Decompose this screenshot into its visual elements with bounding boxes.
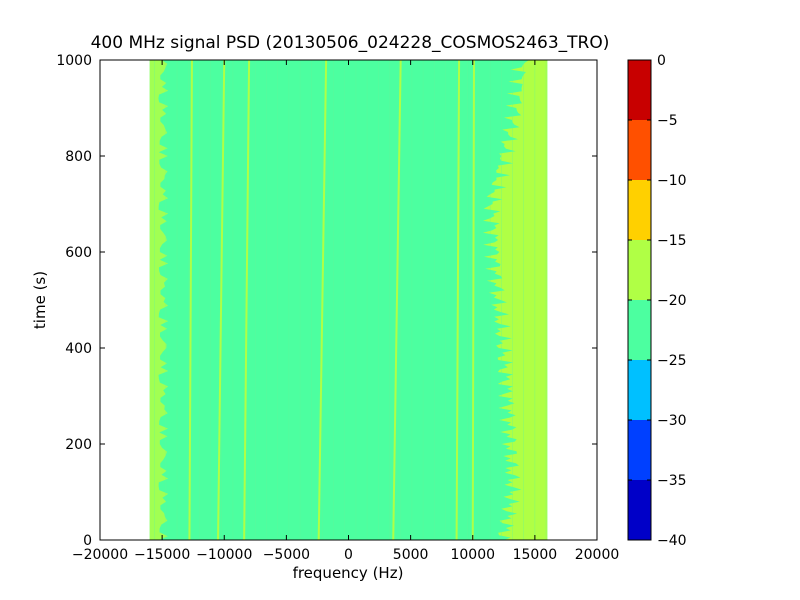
x-tick-label: 5000 [393, 547, 429, 563]
colorbar-tick-label: −40 [657, 533, 687, 549]
colorbar-tick-label: 0 [657, 53, 666, 69]
x-tick-label: −20000 [72, 547, 128, 563]
signal-line-3 [243, 59, 251, 541]
colorbar-tick-label: −5 [657, 113, 678, 129]
colorbar-segment [628, 420, 651, 480]
x-tick-label: 10000 [450, 547, 495, 563]
y-tick-label: 400 [65, 341, 92, 357]
x-axis: −20000 −15000 −10000 −5000 0 5000 10000 15000 20… [72, 60, 619, 563]
colorbar-segment [628, 180, 651, 240]
x-tick-label: 0 [344, 547, 353, 563]
colorbar-tick-label: −10 [657, 173, 687, 189]
y-axis: 0 200 400 600 800 1000 [56, 53, 597, 549]
signal-line-6 [455, 59, 461, 541]
heatmap-background [149, 60, 548, 540]
x-tick-label: 20000 [575, 547, 620, 563]
x-tick-label: 15000 [513, 547, 558, 563]
colorbar-segment [628, 360, 651, 420]
colorbar-segment [628, 240, 651, 300]
signal-line-7 [471, 59, 475, 541]
colorbar-segment [628, 120, 651, 180]
signal-line-4 [317, 59, 328, 541]
x-tick-label: −15000 [134, 547, 190, 563]
y-tick-label: 1000 [56, 53, 92, 69]
colorbar-tick-label: −25 [657, 353, 687, 369]
colorbar-segment [628, 480, 651, 540]
y-axis-label: time (s) [31, 271, 49, 329]
y-tick-label: 600 [65, 245, 92, 261]
colorbar-tick-label: −30 [657, 413, 687, 429]
x-tick-label: −5000 [263, 547, 310, 563]
signal-line-1 [188, 59, 193, 541]
colorbar-tick-label: −15 [657, 233, 687, 249]
signal-line-2 [217, 59, 226, 541]
plot-area [99, 59, 598, 541]
colorbar-tick-label: −20 [657, 293, 687, 309]
signal-line-5 [392, 59, 402, 541]
colorbar-segment [628, 300, 651, 360]
left-edge-noise [149, 60, 169, 540]
y-tick-label: 200 [65, 437, 92, 453]
colorbar-tick-label: −35 [657, 473, 687, 489]
y-tick-label: 800 [65, 149, 92, 165]
colorbar-segment [628, 60, 651, 120]
colorbar: −40 −35 −30 −25 −20 −15 −10 −5 0 [627, 53, 687, 549]
x-axis-label: frequency (Hz) [293, 564, 404, 582]
y-tick-label: 0 [83, 533, 92, 549]
right-edge-noise [482, 60, 548, 540]
chart-title: 400 MHz signal PSD (20130506_024228_COSM… [91, 33, 610, 53]
x-tick-label: −10000 [196, 547, 252, 563]
